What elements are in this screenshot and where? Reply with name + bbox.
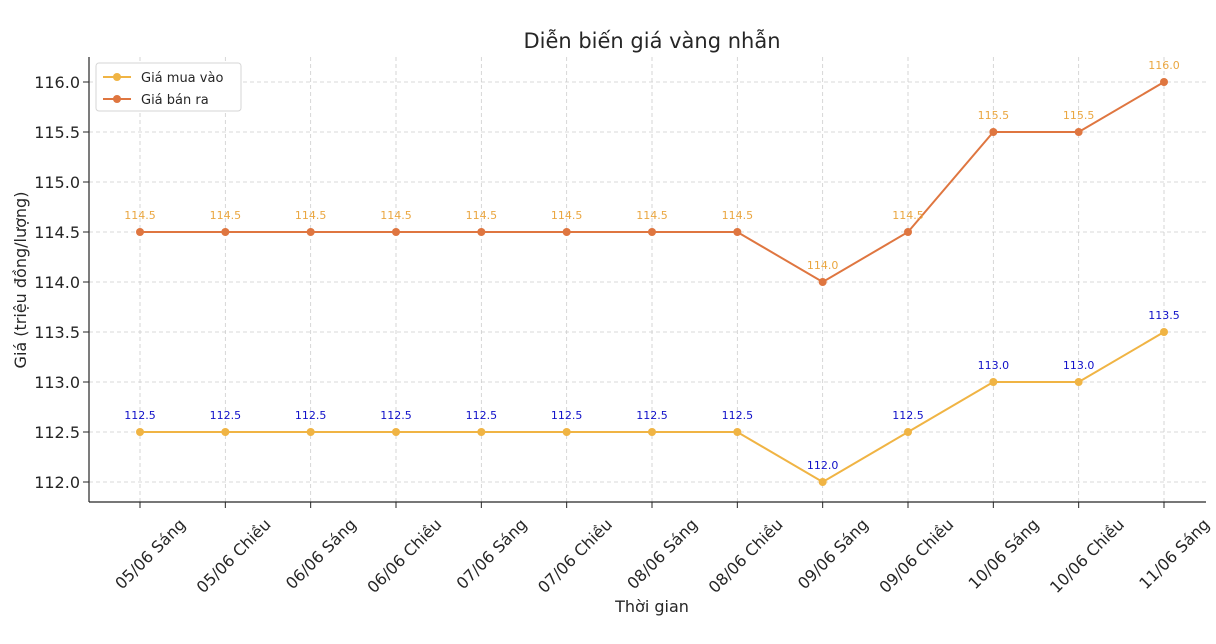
data-label: 114.5: [551, 209, 583, 222]
y-tick-label: 115.0: [34, 173, 80, 192]
data-point: [818, 478, 827, 486]
y-tick-label: 114.5: [34, 223, 80, 242]
data-point: [306, 428, 315, 436]
x-tick-label: 09/06 Sáng: [794, 515, 872, 593]
x-tick-label: 05/06 Sáng: [111, 515, 189, 593]
axes: [88, 57, 1206, 503]
data-label: 115.5: [1063, 109, 1095, 122]
legend-label: Giá bán ra: [141, 93, 209, 108]
x-tick-label: 10/06 Chiều: [1046, 515, 1128, 597]
y-tick-label: 113.0: [34, 373, 80, 392]
data-label: 112.5: [124, 409, 156, 422]
data-label: 115.5: [978, 109, 1010, 122]
x-tick-label: 09/06 Chiều: [875, 515, 957, 597]
y-tick-label: 115.5: [34, 123, 80, 142]
y-tick-label: 112.0: [34, 473, 80, 492]
y-tick-label: 112.5: [34, 423, 80, 442]
data-point: [1160, 328, 1168, 336]
data-label: 112.5: [210, 409, 242, 422]
data-point: [648, 228, 656, 236]
legend: Giá mua vào Giá bán ra: [95, 62, 242, 112]
data-point: [989, 378, 998, 386]
data-point: [733, 228, 742, 236]
data-label: 113.0: [1063, 359, 1095, 372]
data-point: [392, 428, 400, 436]
legend-swatch-marker: [113, 73, 121, 81]
y-axis-ticks: 112.0 112.5 113.0 113.5 114.0 114.5 115.0 115.5…: [34, 73, 89, 492]
data-point: [733, 428, 742, 436]
data-point: [562, 428, 571, 436]
data-point: [562, 228, 571, 236]
data-point: [648, 428, 656, 436]
x-tick-label: 07/06 Sáng: [453, 515, 531, 593]
data-label: 114.5: [892, 209, 924, 222]
x-tick-label: 08/06 Chiều: [705, 515, 787, 597]
data-label: 112.5: [551, 409, 583, 422]
x-tick-label: 05/06 Chiều: [193, 515, 275, 597]
x-tick-label: 06/06 Sáng: [282, 515, 360, 593]
data-label: 114.5: [124, 209, 156, 222]
grid: [89, 57, 1206, 502]
data-label: 112.5: [636, 409, 668, 422]
data-label: 114.5: [722, 209, 754, 222]
chart-title: Diễn biến giá vàng nhẫn: [523, 28, 780, 53]
data-label: 114.5: [466, 209, 498, 222]
data-point: [1074, 128, 1083, 136]
data-point: [306, 228, 315, 236]
data-label: 114.5: [380, 209, 412, 222]
data-point: [904, 428, 912, 436]
data-labels: 112.5 112.5 112.5 112.5 112.5 112.5 112.5 112.5…: [124, 59, 1180, 472]
data-label: 116.0: [1148, 59, 1180, 72]
data-point: [136, 228, 144, 236]
data-point: [477, 428, 486, 436]
data-label: 113.5: [1148, 309, 1180, 322]
y-tick-label: 113.5: [34, 323, 80, 342]
data-label: 114.5: [636, 209, 668, 222]
x-tick-label: 07/06 Chiều: [534, 515, 616, 597]
series-lines: [136, 78, 1168, 486]
data-label: 114.5: [295, 209, 327, 222]
legend-label: Giá mua vào: [141, 71, 223, 86]
x-tick-label: 06/06 Chiều: [363, 515, 445, 597]
data-label: 114.0: [807, 259, 839, 272]
x-tick-label: 11/06 Sáng: [1135, 515, 1213, 593]
data-label: 113.0: [978, 359, 1010, 372]
data-point: [1074, 378, 1083, 386]
data-point: [1160, 78, 1168, 86]
data-point: [989, 128, 998, 136]
y-tick-label: 116.0: [34, 73, 80, 92]
data-point: [818, 278, 827, 286]
data-label: 112.5: [380, 409, 412, 422]
data-point: [221, 228, 230, 236]
data-label: 114.5: [210, 209, 242, 222]
y-tick-label: 114.0: [34, 273, 80, 292]
x-axis-ticks: 05/06 Sáng 05/06 Chiều 06/06 Sáng 06/06 Chi…: [111, 502, 1213, 597]
data-point: [221, 428, 230, 436]
data-label: 112.5: [295, 409, 327, 422]
legend-box: [95, 62, 242, 112]
data-point: [136, 428, 144, 436]
legend-swatch-marker: [113, 95, 121, 103]
x-axis-label: Thời gian: [614, 597, 689, 616]
y-axis-label: Giá (triệu đồng/lượng): [11, 192, 30, 369]
data-label: 112.0: [807, 459, 839, 472]
data-label: 112.5: [466, 409, 498, 422]
x-tick-label: 10/06 Sáng: [965, 515, 1043, 593]
data-point: [904, 228, 912, 236]
data-point: [477, 228, 486, 236]
x-tick-label: 08/06 Sáng: [623, 515, 701, 593]
data-label: 112.5: [722, 409, 754, 422]
data-label: 112.5: [892, 409, 924, 422]
data-point: [392, 228, 400, 236]
